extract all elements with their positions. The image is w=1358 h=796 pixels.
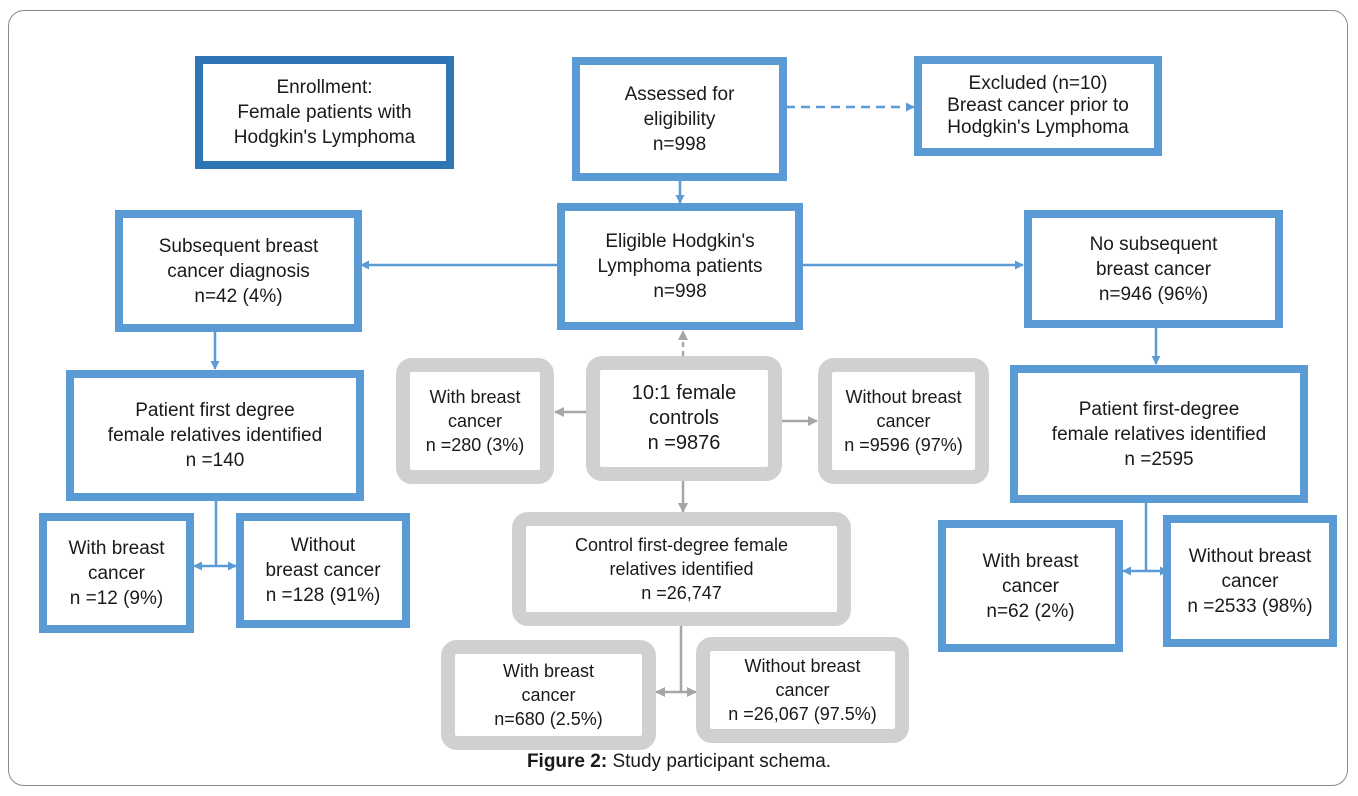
control-relatives-without-bc-line-3: n =26,067 (97.5%) <box>728 704 877 724</box>
left-without-bc-line-3: n =128 (91%) <box>265 585 381 606</box>
controls-without-bc-line-1: Without breast <box>845 387 962 407</box>
patient-relatives-right-line-1: Patient first-degree <box>1078 398 1240 420</box>
control-relatives-box: Control first-degree female relatives id… <box>512 512 851 626</box>
controls-with-bc-box: With breast cancer n =280 (3%) <box>396 358 554 484</box>
control-relatives-with-bc-line-1: With breast <box>502 661 595 681</box>
controls-without-bc-line-3: n =9596 (97%) <box>844 435 963 455</box>
left-with-bc-box: With breast cancer n =12 (9%) <box>39 513 194 633</box>
assessed-line-2: eligibility <box>643 108 716 130</box>
no-subsequent-bc-line-3: n=946 (96%) <box>1098 283 1209 305</box>
left-with-bc-line-1: With breast <box>68 537 165 559</box>
figure-caption-label: Figure 2: <box>526 751 608 772</box>
controls-without-bc-line-2: cancer <box>876 411 931 431</box>
figure-caption-text: Study participant schema. <box>607 751 832 772</box>
assessed-box: Assessed for eligibility n=998 <box>572 57 787 181</box>
control-relatives-line-3: n =26,747 <box>641 583 722 603</box>
right-without-bc-box: Without breast cancer n =2533 (98%) <box>1163 515 1337 647</box>
control-relatives-without-bc-box: Without breast cancer n =26,067 (97.5%) <box>696 637 909 743</box>
controls-with-bc-line-1: With breast <box>429 387 521 407</box>
controls-line-1: 10:1 female <box>631 382 737 404</box>
controls-with-bc-line-2: cancer <box>447 411 503 431</box>
subsequent-bc-line-1: Subsequent breast <box>158 235 319 257</box>
left-without-bc-box: Without breast cancer n =128 (91%) <box>236 513 410 628</box>
patient-relatives-right-line-3: n =2595 <box>1124 448 1194 470</box>
eligible-box: Eligible Hodgkin's Lymphoma patients n=9… <box>557 203 803 330</box>
no-subsequent-bc-line-2: breast cancer <box>1095 258 1212 280</box>
patient-relatives-right-line-2: female relatives identified <box>1051 423 1267 445</box>
controls-box: 10:1 female controls n =9876 <box>586 356 782 481</box>
control-relatives-with-bc-line-2: cancer <box>521 685 576 705</box>
right-with-bc-box: With breast cancer n=62 (2%) <box>938 520 1123 652</box>
right-with-bc-line-1: With breast <box>982 550 1079 572</box>
figure-caption: Figure 2: Study participant schema. <box>0 751 1358 773</box>
left-with-bc-line-3: n =12 (9%) <box>69 587 164 609</box>
excluded-line-3: Hodgkin's Lymphoma <box>947 117 1129 138</box>
control-relatives-with-bc-line-3: n=680 (2.5%) <box>494 709 603 729</box>
right-with-bc-line-3: n=62 (2%) <box>986 600 1075 622</box>
right-without-bc-line-2: cancer <box>1221 570 1279 592</box>
enrollment-line-3: Hodgkin's Lymphoma <box>233 127 416 148</box>
control-relatives-without-bc-line-2: cancer <box>775 680 830 700</box>
patient-relatives-left-line-2: female relatives identified <box>107 425 323 446</box>
control-relatives-with-bc-box: With breast cancer n=680 (2.5%) <box>441 640 656 750</box>
right-without-bc-line-3: n =2533 (98%) <box>1187 595 1313 617</box>
patient-relatives-left-line-1: Patient first degree <box>135 400 295 421</box>
control-relatives-line-2: relatives identified <box>609 559 754 579</box>
left-without-bc-line-2: breast cancer <box>265 560 381 581</box>
patient-relatives-right-box: Patient first-degree female relatives id… <box>1010 365 1308 503</box>
no-subsequent-bc-line-1: No subsequent <box>1089 233 1218 255</box>
patient-relatives-left-box: Patient first degree female relatives id… <box>66 370 364 501</box>
assessed-line-3: n=998 <box>652 133 707 155</box>
assessed-line-1: Assessed for <box>624 83 735 105</box>
figure-frame <box>8 10 1348 786</box>
eligible-line-1: Eligible Hodgkin's <box>605 231 755 252</box>
excluded-line-1: Excluded (n=10) <box>968 73 1108 94</box>
eligible-line-2: Lymphoma patients <box>597 256 763 277</box>
controls-without-bc-box: Without breast cancer n =9596 (97%) <box>818 358 989 484</box>
patient-relatives-left-line-3: n =140 <box>185 450 245 471</box>
enrollment-line-1: Enrollment: <box>276 77 373 98</box>
excluded-box: Excluded (n=10) Breast cancer prior to H… <box>914 56 1162 156</box>
right-with-bc-line-2: cancer <box>1001 575 1060 597</box>
control-relatives-without-bc-line-1: Without breast <box>744 656 861 676</box>
right-without-bc-line-1: Without breast <box>1188 545 1312 567</box>
subsequent-bc-line-3: n=42 (4%) <box>194 285 283 307</box>
no-subsequent-bc-box: No subsequent breast cancer n=946 (96%) <box>1024 210 1283 328</box>
enrollment-box: Enrollment: Female patients with Hodgkin… <box>195 56 454 169</box>
controls-with-bc-line-3: n =280 (3%) <box>425 435 525 455</box>
subsequent-bc-line-2: cancer diagnosis <box>167 260 310 282</box>
controls-line-2: controls <box>648 407 720 429</box>
subsequent-bc-box: Subsequent breast cancer diagnosis n=42 … <box>115 210 362 332</box>
enrollment-line-2: Female patients with <box>237 102 412 123</box>
eligible-line-3: n=998 <box>653 281 707 302</box>
control-relatives-line-1: Control first-degree female <box>574 535 789 555</box>
left-with-bc-line-2: cancer <box>87 562 146 584</box>
excluded-line-2: Breast cancer prior to <box>947 95 1129 116</box>
controls-line-3: n =9876 <box>647 432 721 454</box>
left-without-bc-line-1: Without <box>290 535 356 556</box>
